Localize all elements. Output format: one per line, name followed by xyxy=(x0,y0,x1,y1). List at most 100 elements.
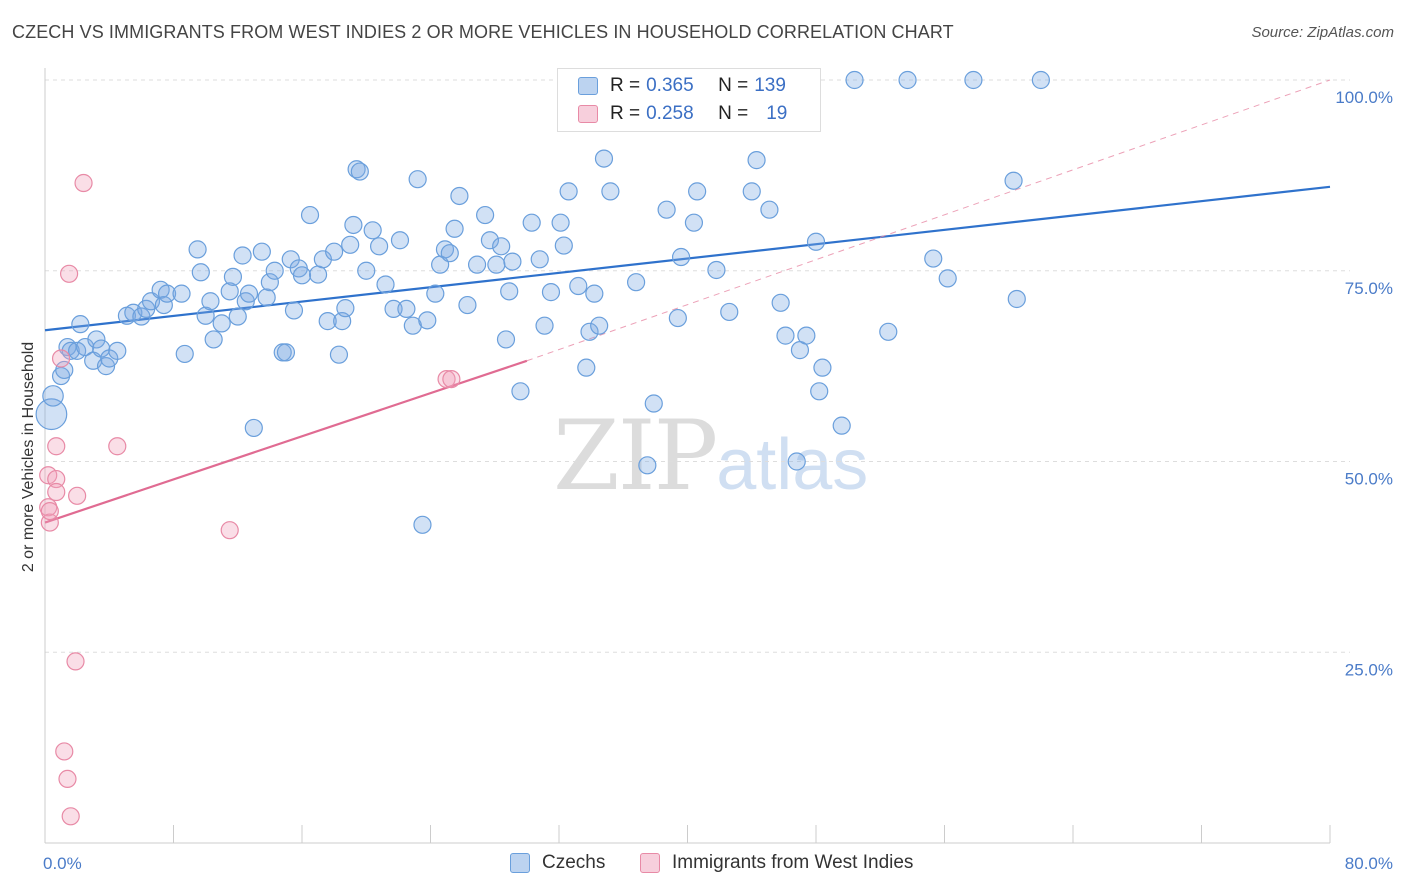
west-indies-point xyxy=(55,742,74,761)
czech-point xyxy=(244,418,263,438)
czech-point xyxy=(426,284,445,303)
czech-point xyxy=(530,250,549,269)
czech-point xyxy=(220,282,239,301)
czech-point xyxy=(594,149,614,168)
czech-point xyxy=(204,330,223,349)
czech-point xyxy=(898,70,917,90)
czech-point xyxy=(797,326,816,345)
czech-point xyxy=(61,341,80,360)
czech-point xyxy=(336,299,355,318)
r-label: R = xyxy=(610,103,641,124)
czech-point xyxy=(845,70,864,90)
r-label: R = xyxy=(610,75,641,96)
czech-swatch xyxy=(510,853,530,873)
czech-point xyxy=(325,242,344,261)
czech-point xyxy=(684,213,704,232)
czech-point xyxy=(445,219,464,238)
czech-point xyxy=(535,316,554,335)
czech-point xyxy=(344,215,363,235)
czech-point xyxy=(370,237,389,256)
west-indies-point xyxy=(58,769,77,789)
czech-point xyxy=(157,284,177,303)
czech-point xyxy=(541,283,561,302)
r-value: 0.258 xyxy=(646,103,694,124)
y-tick-label: 100.0% xyxy=(1335,88,1393,107)
legend-row-west-indies: R = 0.258 N = 19 xyxy=(578,101,787,127)
legend-label-west-indies: Immigrants from West Indies xyxy=(672,852,914,873)
czech-point xyxy=(813,358,832,377)
n-value: 139 xyxy=(754,75,786,96)
czech-point xyxy=(1031,70,1050,90)
czech-point xyxy=(554,236,573,255)
czech-point xyxy=(511,382,530,401)
west-indies-point xyxy=(108,437,127,456)
czech-point xyxy=(503,252,522,271)
czech-point xyxy=(212,314,231,333)
west-indies-swatch xyxy=(640,853,660,873)
czech-point xyxy=(810,382,829,401)
west-indies-point xyxy=(442,369,461,389)
czech-point xyxy=(318,312,337,331)
czech-point xyxy=(551,213,570,232)
czech-point xyxy=(175,344,194,364)
x-tick-label: 0.0% xyxy=(43,854,82,873)
czech-point xyxy=(223,267,243,286)
west-indies-point xyxy=(61,807,80,826)
czech-point xyxy=(390,231,410,250)
czech-point xyxy=(440,244,459,263)
grid xyxy=(45,79,1350,653)
west-indies-point xyxy=(47,482,66,502)
watermark: ZIPatlas xyxy=(553,400,868,512)
czech-point xyxy=(467,255,487,274)
czech-point xyxy=(154,295,173,315)
czech-point xyxy=(832,416,851,435)
legend-label-czechs: Czechs xyxy=(542,852,606,873)
watermark-zip: ZIP xyxy=(553,400,718,512)
czech-point xyxy=(626,273,646,292)
czech-point xyxy=(938,269,957,288)
czech-point xyxy=(35,398,68,431)
chart-title: CZECH VS IMMIGRANTS FROM WEST INDIES 2 O… xyxy=(12,22,954,42)
czech-swatch xyxy=(578,77,598,95)
y-axis-label: 2 or more Vehicles in Household xyxy=(20,342,37,572)
czech-point xyxy=(787,452,806,471)
czech-point xyxy=(671,247,691,267)
czech-point xyxy=(476,205,495,225)
czech-point xyxy=(559,182,578,201)
czech-point xyxy=(55,360,74,380)
y-tick-label: 25.0% xyxy=(1345,660,1393,679)
czech-point xyxy=(260,273,279,292)
czech-point xyxy=(480,231,500,250)
czech-point xyxy=(707,260,726,280)
czech-point xyxy=(292,266,312,285)
czech-point xyxy=(284,301,304,320)
y-tick-label: 75.0% xyxy=(1345,279,1393,298)
czech-point xyxy=(450,186,469,206)
west-indies-point xyxy=(68,486,87,505)
czech-point xyxy=(376,275,395,294)
legend-row-czechs: R = 0.365 N = 139 xyxy=(578,73,786,99)
west-indies-point xyxy=(47,469,66,489)
czech-point xyxy=(228,307,247,326)
czech-point xyxy=(580,322,599,341)
stats-legend: R = 0.365 N = 139 R = 0.258 N = 19 xyxy=(557,68,821,132)
czech-point xyxy=(668,308,687,328)
czech-point xyxy=(577,358,596,377)
czech-point xyxy=(879,322,898,341)
west-indies-trend-extension xyxy=(526,79,1331,362)
axes xyxy=(44,68,1331,844)
czech-point xyxy=(252,242,271,261)
czech-point xyxy=(496,330,516,349)
legend-item-czechs: Czechs xyxy=(510,852,605,874)
czech-point xyxy=(201,292,220,311)
west-indies-point xyxy=(40,501,59,521)
west-indies-point xyxy=(66,652,85,671)
czech-point xyxy=(191,263,210,282)
n-value: 19 xyxy=(766,103,788,124)
czech-point xyxy=(747,151,766,170)
czech-point xyxy=(329,345,349,364)
west-indies-point xyxy=(59,264,79,283)
czech-point xyxy=(1007,289,1026,309)
czech-point xyxy=(239,284,259,303)
west-indies-point xyxy=(47,437,66,456)
